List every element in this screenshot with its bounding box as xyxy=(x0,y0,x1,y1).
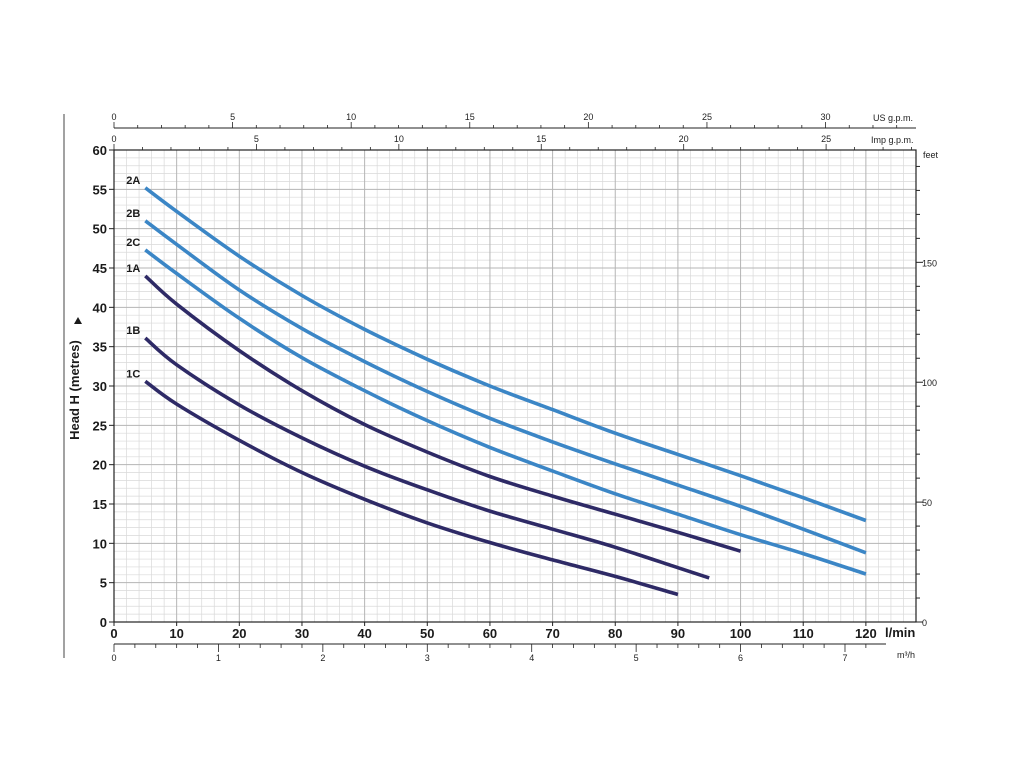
feet-tick-label: 100 xyxy=(922,378,937,388)
y-tick-label: 5 xyxy=(100,576,107,591)
m3h-tick-label: 5 xyxy=(634,653,639,663)
y-tick-label: 10 xyxy=(93,536,107,551)
y-tick-label: 40 xyxy=(93,300,107,315)
impgpm-tick-label: 0 xyxy=(111,134,116,144)
x-tick-label: 80 xyxy=(608,626,622,641)
curve-labels: 2A 2B 2C 1A 1B 1C xyxy=(126,175,140,381)
y-tick-label: 25 xyxy=(93,418,107,433)
y-tick-label: 15 xyxy=(93,497,107,512)
curve-label-2c: 2C xyxy=(126,237,140,249)
x-tick-label: 60 xyxy=(483,626,497,641)
usgpm-tick-label: 10 xyxy=(346,112,356,122)
curve-label-2b: 2B xyxy=(126,208,140,220)
m3h-tick-label: 4 xyxy=(529,653,534,663)
impgpm-tick-label: 25 xyxy=(821,134,831,144)
x-tick-label: 50 xyxy=(420,626,434,641)
x-tick-label: 20 xyxy=(232,626,246,641)
m3h-tick-label: 6 xyxy=(738,653,743,663)
x-tick-label: 30 xyxy=(295,626,309,641)
usgpm-tick-label: 15 xyxy=(465,112,475,122)
series-line-1b xyxy=(144,336,710,580)
x-tick-label: 110 xyxy=(793,626,814,641)
curve-label-1c: 1C xyxy=(126,368,140,380)
series-lines xyxy=(144,186,867,597)
y-tick-label: 55 xyxy=(93,182,107,197)
feet-tick-label: 0 xyxy=(922,618,927,628)
usgpm-tick-label: 20 xyxy=(583,112,593,122)
series-line-2b xyxy=(144,219,867,555)
impgpm-tick-label: 5 xyxy=(254,134,259,144)
series-line-1c xyxy=(144,379,679,597)
curve-label-1b: 1B xyxy=(126,325,140,337)
m3h-tick-label: 2 xyxy=(320,653,325,663)
impgpm-tick-label: 20 xyxy=(679,134,689,144)
series-line-2a xyxy=(144,186,867,523)
y-tick-label: 0 xyxy=(100,615,107,630)
feet-tick-label: 150 xyxy=(922,258,937,268)
x-tick-label: 40 xyxy=(357,626,371,641)
curve-label-1a: 1A xyxy=(126,263,140,275)
x-unit-usgpm: US g.p.m. xyxy=(873,113,913,123)
x-tick-label: 0 xyxy=(110,626,117,641)
arrow-up-icon xyxy=(74,317,82,324)
y-tick-label: 30 xyxy=(93,379,107,394)
y-tick-label: 45 xyxy=(93,261,107,276)
m3h-tick-label: 3 xyxy=(425,653,430,663)
usgpm-tick-label: 30 xyxy=(821,112,831,122)
m3h-tick-label: 0 xyxy=(111,653,116,663)
y-axis-title: Head H (metres) xyxy=(67,317,82,440)
x-unit-lmin: l/min xyxy=(885,625,915,640)
y-tick-label: 50 xyxy=(93,222,107,237)
y-tick-label: 20 xyxy=(93,458,107,473)
y-axis-label: Head H (metres) xyxy=(67,340,82,440)
impgpm-tick-label: 10 xyxy=(394,134,404,144)
x-unit-impgpm: Imp g.p.m. xyxy=(871,135,914,145)
y-tick-label: 60 xyxy=(93,143,107,158)
x-unit-m3h: m³/h xyxy=(897,650,915,660)
x-tick-label: 90 xyxy=(671,626,685,641)
m3h-tick-label: 1 xyxy=(216,653,221,663)
curve-label-2a: 2A xyxy=(126,175,140,187)
y-tick-label: 35 xyxy=(93,340,107,355)
x-tick-label: 70 xyxy=(545,626,559,641)
x-tick-label: 10 xyxy=(169,626,183,641)
series-line-1a xyxy=(144,274,742,553)
x-tick-label: 120 xyxy=(855,626,877,641)
m3h-tick-label: 7 xyxy=(842,653,847,663)
usgpm-tick-label: 5 xyxy=(230,112,235,122)
series-line-2c xyxy=(144,248,867,576)
feet-tick-label: 50 xyxy=(922,498,932,508)
grid xyxy=(114,150,916,622)
y-unit-feet: feet xyxy=(923,150,939,160)
usgpm-tick-label: 0 xyxy=(111,112,116,122)
x-tick-label: 100 xyxy=(730,626,752,641)
usgpm-tick-label: 25 xyxy=(702,112,712,122)
impgpm-tick-label: 15 xyxy=(536,134,546,144)
